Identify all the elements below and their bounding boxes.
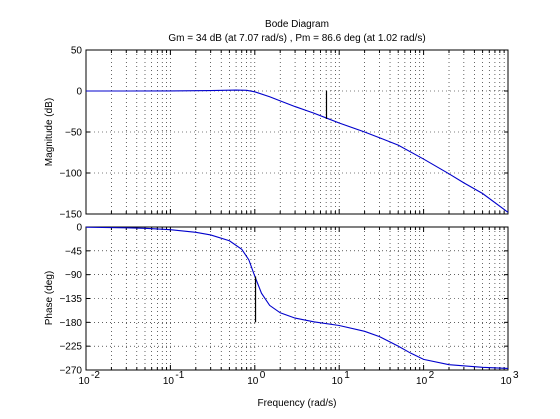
x-tick-label: 10: [247, 376, 259, 387]
x-tick-label: 10: [163, 376, 175, 387]
x-tick-label: 10: [78, 376, 90, 387]
phase-ticks: 0 −45 −90 −135 −180 −225 −270: [59, 223, 509, 377]
phase-line: [85, 226, 509, 369]
phase-ylabel: Phase (deg): [44, 271, 55, 325]
phase-ytick-label: −225: [59, 342, 82, 353]
magnitude-ytick-label: 50: [71, 46, 83, 57]
magnitude-ytick-label: −150: [59, 210, 82, 221]
magnitude-ylabel: Magnitude (dB): [44, 98, 55, 166]
x-tick-exponent: 0: [260, 370, 266, 381]
x-tick-exponent: -1: [175, 370, 184, 381]
chart-title: Bode Diagram: [265, 19, 329, 30]
phase-ytick-label: −270: [59, 366, 82, 377]
phase-ytick-label: −135: [59, 294, 82, 305]
magnitude-grid: [86, 50, 508, 214]
x-axis-label: Frequency (rad/s): [258, 398, 337, 409]
x-tick-label: 10: [416, 376, 428, 387]
phase-ytick-label: −180: [59, 318, 82, 329]
magnitude-ytick-label: −50: [65, 128, 82, 139]
magnitude-line: [86, 89, 509, 213]
phase-ytick-label: 0: [76, 223, 82, 234]
magnitude-ytick-label: −100: [59, 169, 82, 180]
x-tick-label: 10: [332, 376, 344, 387]
phase-series: [85, 226, 509, 369]
x-tick-label: 10: [500, 376, 512, 387]
x-tick-exponent: 2: [429, 370, 435, 381]
x-tick-exponent: 3: [513, 370, 519, 381]
chart-subtitle: Gm = 34 dB (at 7.07 rad/s) , Pm = 86.6 d…: [168, 33, 425, 44]
magnitude-series: [86, 89, 509, 213]
magnitude-ticks: 50 0 −50 −100 −150: [59, 46, 509, 221]
magnitude-ytick-label: 0: [76, 87, 82, 98]
phase-ytick-label: −45: [65, 246, 82, 257]
phase-ytick-label: −90: [65, 270, 82, 281]
x-tick-exponent: -2: [91, 370, 100, 381]
x-tick-exponent: 1: [344, 370, 350, 381]
